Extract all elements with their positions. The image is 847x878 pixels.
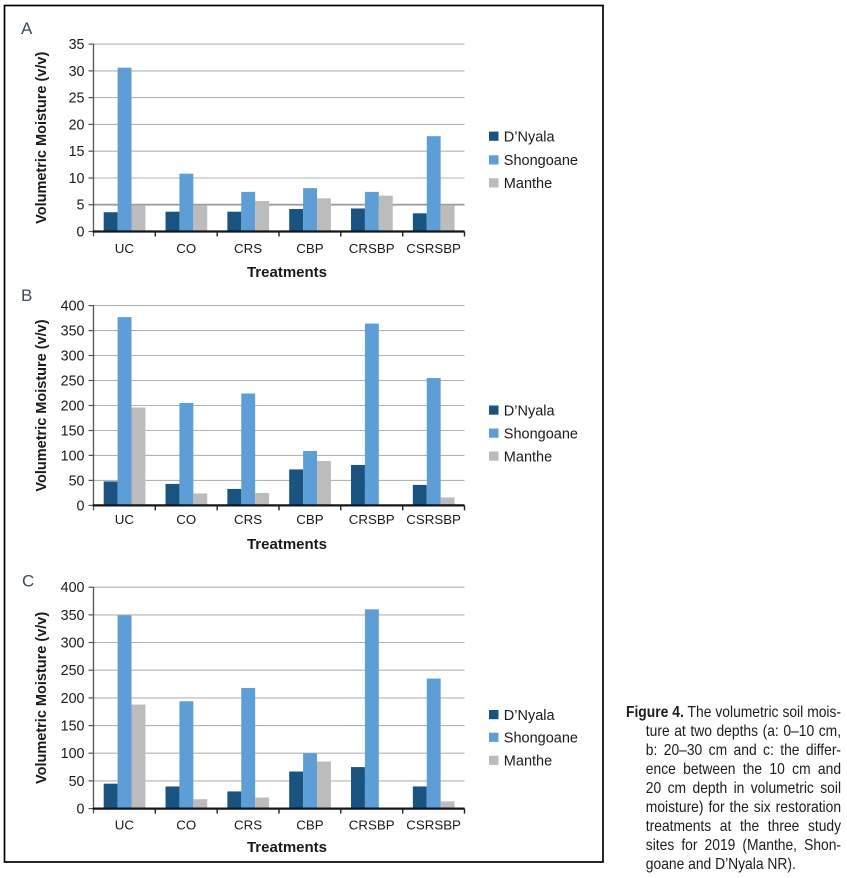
svg-text:15: 15 xyxy=(69,144,85,160)
svg-text:400: 400 xyxy=(61,299,85,315)
svg-text:Treatments: Treatments xyxy=(247,536,327,553)
svg-text:CRS: CRS xyxy=(234,512,262,527)
svg-text:5: 5 xyxy=(77,198,85,214)
svg-text:UC: UC xyxy=(115,241,135,256)
svg-text:50: 50 xyxy=(69,473,85,489)
svg-text:UC: UC xyxy=(115,512,135,527)
svg-text:Shongoane: Shongoane xyxy=(504,153,578,169)
svg-text:Shongoane: Shongoane xyxy=(504,731,578,747)
svg-text:Manthe: Manthe xyxy=(504,754,552,770)
svg-text:CSRSBP: CSRSBP xyxy=(406,818,461,833)
svg-text:Manthe: Manthe xyxy=(504,449,552,465)
svg-text:CSRSBP: CSRSBP xyxy=(406,241,461,256)
svg-text:UC: UC xyxy=(115,818,135,833)
svg-text:Volumetric Moisture (v/v): Volumetric Moisture (v/v) xyxy=(34,319,50,491)
svg-text:0: 0 xyxy=(77,802,85,818)
svg-text:0: 0 xyxy=(77,225,85,241)
svg-text:Treatments: Treatments xyxy=(247,264,327,281)
svg-text:CO: CO xyxy=(176,512,196,527)
svg-text:CO: CO xyxy=(176,818,196,833)
svg-text:CSRSBP: CSRSBP xyxy=(406,512,461,527)
svg-text:350: 350 xyxy=(61,324,85,340)
svg-text:10: 10 xyxy=(69,171,85,187)
svg-text:25: 25 xyxy=(69,91,85,107)
svg-text:CRS: CRS xyxy=(234,241,262,256)
svg-text:400: 400 xyxy=(61,580,85,596)
svg-text:30: 30 xyxy=(69,64,85,80)
svg-text:CBP: CBP xyxy=(296,512,323,527)
svg-text:CRSBP: CRSBP xyxy=(349,512,395,527)
svg-text:20: 20 xyxy=(69,117,85,133)
svg-text:0: 0 xyxy=(77,498,85,514)
svg-text:CBP: CBP xyxy=(296,241,323,256)
svg-text:D’Nyala: D’Nyala xyxy=(504,129,556,145)
svg-text:D’Nyala: D’Nyala xyxy=(504,708,556,724)
svg-text:B: B xyxy=(21,286,32,305)
svg-text:250: 250 xyxy=(61,374,85,390)
svg-text:100: 100 xyxy=(61,448,85,464)
svg-text:300: 300 xyxy=(61,636,85,652)
svg-text:CRSBP: CRSBP xyxy=(349,241,395,256)
svg-text:350: 350 xyxy=(61,608,85,624)
svg-text:A: A xyxy=(21,19,33,38)
svg-text:150: 150 xyxy=(61,424,85,440)
svg-text:Volumetric Moisture (v/v): Volumetric Moisture (v/v) xyxy=(34,612,50,784)
svg-text:Volumetric Moisture (v/v): Volumetric Moisture (v/v) xyxy=(34,52,50,224)
svg-text:Manthe: Manthe xyxy=(504,176,552,192)
svg-text:Treatments: Treatments xyxy=(247,839,327,856)
svg-text:200: 200 xyxy=(61,399,85,415)
svg-text:CBP: CBP xyxy=(296,818,323,833)
svg-text:300: 300 xyxy=(61,349,85,365)
svg-text:100: 100 xyxy=(61,746,85,762)
svg-text:200: 200 xyxy=(61,691,85,707)
svg-text:35: 35 xyxy=(69,37,85,53)
svg-text:D’Nyala: D’Nyala xyxy=(504,403,556,419)
svg-text:Shongoane: Shongoane xyxy=(504,426,578,442)
svg-text:CO: CO xyxy=(176,241,196,256)
svg-text:C: C xyxy=(22,572,34,591)
svg-text:150: 150 xyxy=(61,719,85,735)
svg-text:CRS: CRS xyxy=(234,818,262,833)
svg-text:50: 50 xyxy=(69,774,85,790)
svg-text:CRSBP: CRSBP xyxy=(349,818,395,833)
svg-text:250: 250 xyxy=(61,663,85,679)
